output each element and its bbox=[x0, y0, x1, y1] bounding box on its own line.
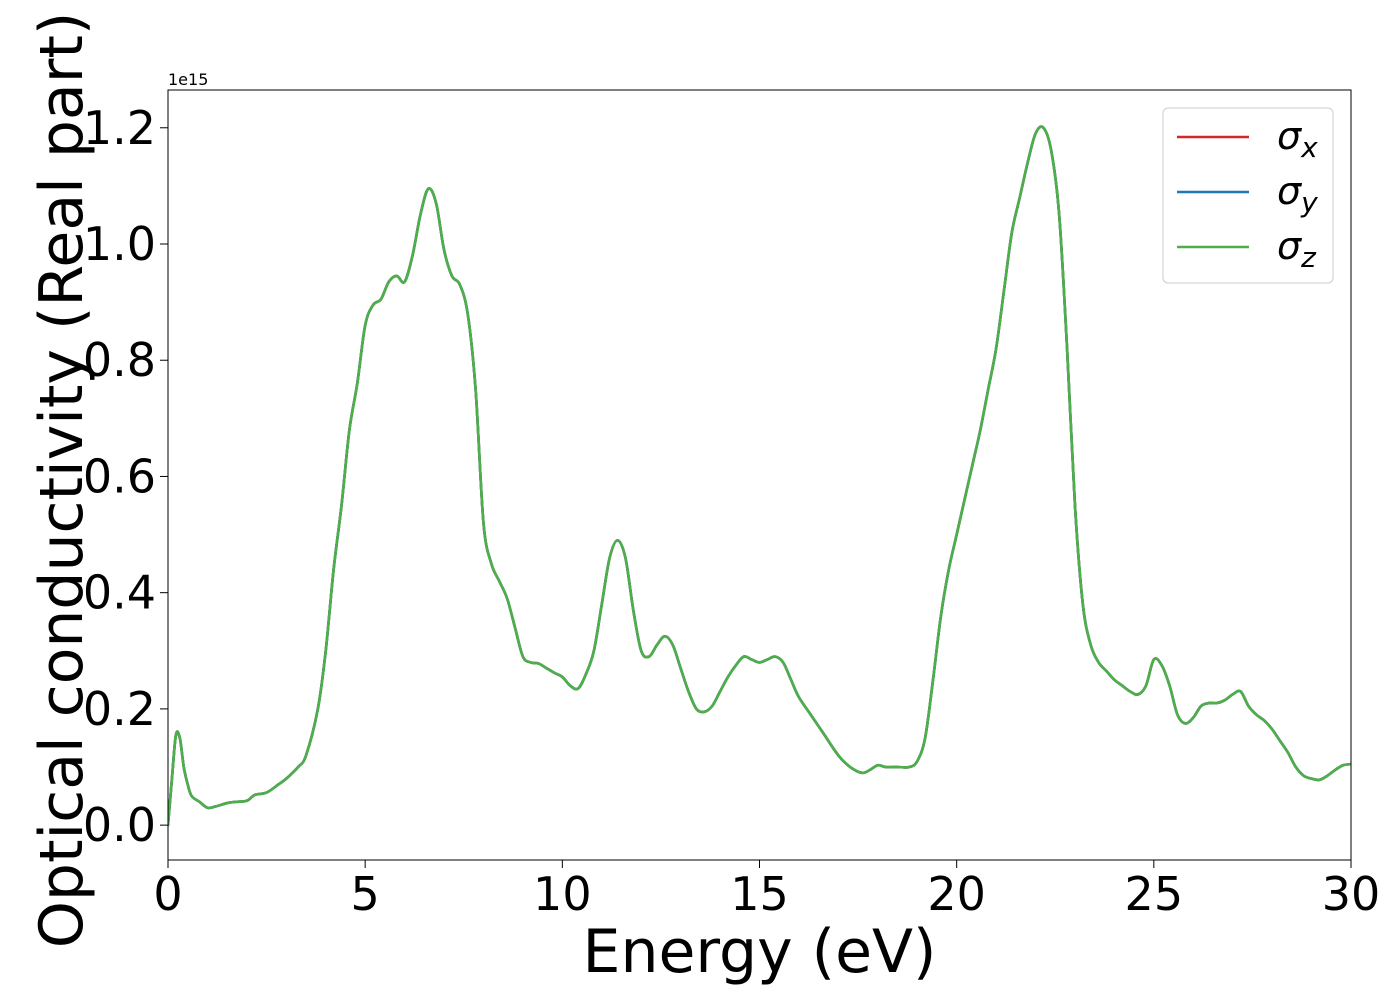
y-tick-label: 0.0 bbox=[83, 798, 156, 852]
x-tick-label: 10 bbox=[533, 867, 592, 921]
x-tick-label: 20 bbox=[927, 867, 986, 921]
x-tick-label: 15 bbox=[730, 867, 789, 921]
y-tick-label: 0.2 bbox=[83, 682, 156, 736]
x-axis-label: Energy (eV) bbox=[583, 917, 937, 987]
y-axis-ticks: 0.0 0.2 0.4 0.6 0.8 1.0 1.2 bbox=[83, 101, 168, 852]
x-tick-label: 30 bbox=[1322, 867, 1381, 921]
y-tick-label: 0.8 bbox=[83, 333, 156, 387]
x-tick-label: 5 bbox=[351, 867, 380, 921]
x-tick-label: 0 bbox=[153, 867, 182, 921]
y-axis-offset-label: 1e15 bbox=[168, 70, 208, 89]
y-axis-label: Optical conductivity (Real part) bbox=[27, 12, 97, 949]
y-tick-label: 1.2 bbox=[83, 101, 156, 155]
y-tick-label: 0.6 bbox=[83, 449, 156, 503]
legend-entry-label: σz bbox=[1277, 224, 1317, 274]
series-line-σz bbox=[168, 125, 1351, 827]
legend-entry-label: σx bbox=[1277, 114, 1318, 164]
x-axis-ticks: 0 5 10 15 20 25 30 bbox=[153, 860, 1380, 921]
y-tick-label: 1.0 bbox=[83, 217, 156, 271]
y-tick-label: 0.4 bbox=[83, 566, 156, 620]
series-lines bbox=[168, 125, 1351, 827]
legend-entry-label: σy bbox=[1277, 169, 1318, 219]
x-tick-label: 25 bbox=[1125, 867, 1184, 921]
legend-box bbox=[1162, 107, 1334, 284]
